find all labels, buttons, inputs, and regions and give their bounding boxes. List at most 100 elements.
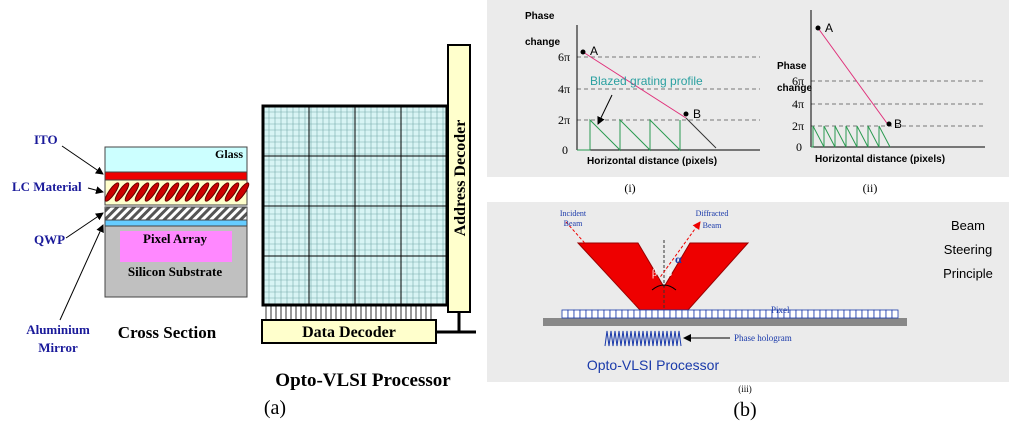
substrate-label: Silicon Substrate — [128, 264, 222, 279]
cross-section-caption: Cross Section — [118, 323, 217, 342]
tick-label: 4π — [558, 82, 570, 96]
x-label: Horizontal distance (pixels) — [815, 154, 945, 165]
glass-label: Glass — [215, 147, 243, 161]
ito-label: ITO — [34, 132, 58, 147]
caption: (iii) — [738, 384, 752, 394]
tick-label: 6π — [558, 50, 570, 64]
pixel-label: Pixel — [771, 305, 790, 315]
pixel — [622, 310, 628, 318]
beta-label: β — [652, 268, 657, 279]
layer-labels: ITO LC Material QWP Aluminium Mirror — [12, 132, 103, 355]
pixel — [712, 310, 718, 318]
pixel — [688, 310, 694, 318]
diffracted-label: Diffracted — [696, 209, 729, 218]
pixel — [634, 310, 640, 318]
caption: (i) — [624, 181, 635, 195]
tick-label: 0 — [562, 143, 568, 157]
pixel — [718, 310, 724, 318]
pixel — [874, 310, 880, 318]
pixel — [754, 310, 760, 318]
pixel — [640, 310, 646, 318]
pixel — [790, 310, 796, 318]
pixel — [730, 310, 736, 318]
cross-section: Glass Pixel Array Silicon Substrate Cros… — [103, 147, 251, 342]
mirror-label: Aluminium — [26, 322, 90, 337]
principle-label: Beam — [951, 218, 985, 233]
caption: (ii) — [863, 181, 878, 195]
incident-label: Beam — [564, 219, 583, 228]
y-label: Phase — [525, 11, 555, 22]
diffracted-label: Beam — [703, 221, 722, 230]
principle-label: Steering — [944, 242, 992, 257]
data-decoder-label: Data Decoder — [302, 324, 396, 341]
pixel — [844, 310, 850, 318]
processor-caption: Opto-VLSI Processor — [275, 370, 451, 391]
pixel — [880, 310, 886, 318]
pixel — [736, 310, 742, 318]
y-label: Phase — [777, 61, 807, 72]
beta-label: β — [667, 268, 672, 279]
figure: Glass Pixel Array Silicon Substrate Cros… — [0, 0, 1009, 427]
pixel — [682, 310, 688, 318]
pixel — [802, 310, 808, 318]
annotation: Blazed grating profile — [590, 74, 703, 88]
tick-label: 0 — [796, 140, 802, 154]
pixel — [646, 310, 652, 318]
pixel — [706, 310, 712, 318]
tick-label: 2π — [558, 113, 570, 127]
point-label: B — [894, 117, 902, 131]
pixel — [808, 310, 814, 318]
pixel — [628, 310, 634, 318]
pixel — [568, 310, 574, 318]
pixel — [658, 310, 664, 318]
processor-label: Opto-VLSI Processor — [587, 357, 720, 373]
address-decoder-label: Address Decoder — [452, 120, 469, 237]
y-label: change — [525, 37, 560, 48]
pixel — [652, 310, 658, 318]
pixel — [850, 310, 856, 318]
pixel — [868, 310, 874, 318]
point-label: B — [693, 107, 701, 121]
pixel — [748, 310, 754, 318]
pixel — [562, 310, 568, 318]
x-label: Horizontal distance (pixels) — [587, 156, 717, 167]
tick-label: 2π — [792, 119, 804, 133]
pixel — [670, 310, 676, 318]
panel-a-caption: (a) — [264, 397, 286, 419]
pixel — [820, 310, 826, 318]
pixel — [832, 310, 838, 318]
pixel — [604, 310, 610, 318]
pixel — [760, 310, 766, 318]
pixel — [886, 310, 892, 318]
panel-b-caption: (b) — [733, 399, 756, 421]
pixel — [610, 310, 616, 318]
qwp-label: QWP — [34, 232, 65, 247]
pixel — [838, 310, 844, 318]
pixel — [826, 310, 832, 318]
hologram-label: Phase hologram — [734, 333, 792, 343]
pixel — [616, 310, 622, 318]
mirror-label: Mirror — [38, 340, 78, 355]
pixel — [814, 310, 820, 318]
pixel — [862, 310, 868, 318]
processor: Address Decoder Data Decoder Opto-VLSI P… — [262, 45, 476, 419]
pixel — [676, 310, 682, 318]
pixel — [856, 310, 862, 318]
pixel — [796, 310, 802, 318]
pixel — [598, 310, 604, 318]
pixel — [664, 310, 670, 318]
alpha-label: α — [675, 252, 682, 266]
pixel — [580, 310, 586, 318]
tick-label: 6π — [792, 74, 804, 88]
panel-bg — [487, 202, 1009, 382]
pixel — [700, 310, 706, 318]
pixel-array-label: Pixel Array — [143, 231, 207, 246]
tick-label: 4π — [792, 97, 804, 111]
principle-label: Principle — [943, 266, 993, 281]
pixel — [724, 310, 730, 318]
lc-label: LC Material — [12, 179, 82, 194]
pixel — [892, 310, 898, 318]
point-label: A — [825, 21, 833, 35]
pixel — [586, 310, 592, 318]
pixel — [742, 310, 748, 318]
